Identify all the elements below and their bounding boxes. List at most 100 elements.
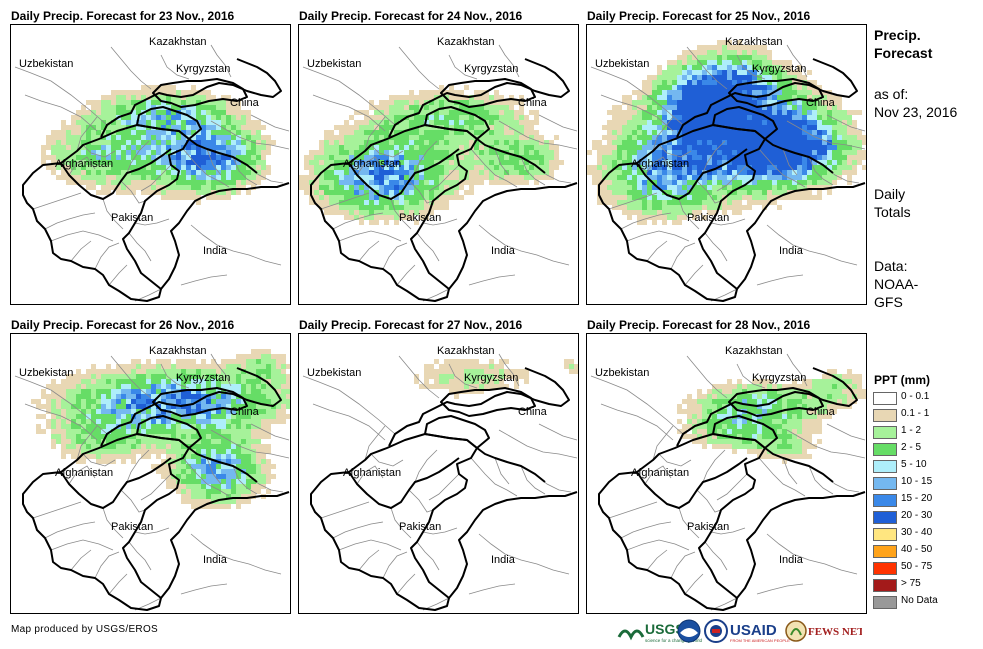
legend-label: 50 - 75 (901, 561, 933, 572)
map-label-uzbekistan: Uzbekistan (307, 58, 361, 70)
map-label-kyrgyzstan: Kyrgyzstan (464, 63, 518, 75)
legend-swatch (873, 579, 897, 592)
data-source-line3: GFS (874, 294, 903, 310)
legend-label: 1 - 2 (901, 425, 922, 436)
map-panel-3: Kazakhstan Uzbekistan Kyrgyzstan China Afgha… (586, 24, 867, 305)
legend-label: 2 - 5 (901, 442, 922, 453)
map-label-pakistan: Pakistan (399, 212, 441, 224)
map-label-kyrgyzstan: Kyrgyzstan (464, 372, 518, 384)
map-label-kyrgyzstan: Kyrgyzstan (176, 372, 230, 384)
map-label-afghanistan: Afghanistan (55, 467, 113, 479)
map-label-china: China (230, 97, 260, 109)
data-source-line2: NOAA- (874, 276, 919, 292)
panel-title-6: Daily Precip. Forecast for 28 Nov., 2016 (587, 318, 811, 332)
map-label-india: India (203, 554, 228, 566)
admin-boundaries (14, 44, 290, 302)
map-panel-4: Kazakhstan Uzbekistan Kyrgyzstan China Afgha… (10, 333, 291, 614)
map-label-afghanistan: Afghanistan (631, 158, 689, 170)
legend-swatch (873, 545, 897, 558)
map-panel-6: Kazakhstan Uzbekistan Kyrgyzstan China Afgha… (586, 333, 867, 614)
precip-field (587, 40, 866, 225)
map-label-afghanistan: Afghanistan (343, 158, 401, 170)
legend-label: 20 - 30 (901, 510, 933, 521)
map-label-pakistan: Pakistan (111, 212, 153, 224)
map-label-kyrgyzstan: Kyrgyzstan (752, 63, 806, 75)
usaid-logo: USAID FROM THE AMERICAN PEOPLE (730, 622, 790, 643)
precip-field (299, 85, 564, 225)
map-panel-5: Kazakhstan Uzbekistan Kyrgyzstan China Afgha… (298, 333, 579, 614)
map-label-pakistan: Pakistan (399, 521, 441, 533)
legend-label: 10 - 15 (901, 476, 933, 487)
usaid-tagline: FROM THE AMERICAN PEOPLE (730, 638, 790, 643)
admin-boundaries (590, 44, 866, 302)
map-panel-2: Kazakhstan Uzbekistan Kyrgyzstan China Afgha… (298, 24, 579, 305)
map-label-india: India (779, 245, 804, 257)
fewsnet-logo-text: FEWS NET (808, 626, 862, 638)
legend-label: 5 - 10 (901, 459, 927, 470)
fewsnet-logo: FEWS NET (785, 620, 862, 642)
legend-label: No Data (901, 595, 938, 606)
map-label-china: China (230, 406, 260, 418)
daily-line2: Totals (874, 204, 911, 220)
country-borders (310, 367, 578, 611)
legend-swatch (873, 477, 897, 490)
admin-boundaries (302, 353, 578, 611)
map-label-uzbekistan: Uzbekistan (19, 58, 73, 70)
panel-title-1: Daily Precip. Forecast for 23 Nov., 2016 (11, 9, 235, 23)
admin-boundaries (302, 44, 578, 302)
map-label-india: India (491, 554, 516, 566)
data-source-line1: Data: (874, 258, 908, 274)
usaid-seal-logo (704, 619, 728, 643)
map-label-pakistan: Pakistan (687, 521, 729, 533)
map-label-uzbekistan: Uzbekistan (595, 58, 649, 70)
legend-swatch (873, 426, 897, 439)
map-label-india: India (779, 554, 804, 566)
map-label-china: China (806, 406, 836, 418)
map-label-kazakhstan: Kazakhstan (437, 345, 494, 357)
legend-swatch (873, 494, 897, 507)
country-borders (22, 58, 290, 302)
map-label-kyrgyzstan: Kyrgyzstan (176, 63, 230, 75)
legend-label: 0 - 0.1 (901, 391, 930, 402)
map-label-china: China (518, 97, 548, 109)
country-borders (310, 58, 578, 302)
admin-boundaries (590, 353, 866, 611)
country-borders (598, 58, 866, 302)
map-label-india: India (203, 245, 228, 257)
legend-label: > 75 (901, 578, 921, 589)
map-label-kazakhstan: Kazakhstan (149, 36, 206, 48)
legend-label: 40 - 50 (901, 544, 933, 555)
map-panel-1: Kazakhstan Uzbekistan Kyrgyzstan China Afgha… (10, 24, 291, 305)
legend-swatch (873, 511, 897, 524)
sidebar-title-line1: Precip. (874, 27, 921, 43)
country-borders (598, 367, 866, 611)
legend-swatch (873, 596, 897, 609)
agency-logos: USGS science for a changing world USAID … (617, 619, 862, 643)
legend-swatch (873, 562, 897, 575)
usaid-logo-text: USAID (730, 622, 777, 639)
noaa-logo (677, 619, 701, 643)
map-label-afghanistan: Afghanistan (631, 467, 689, 479)
panel-title-4: Daily Precip. Forecast for 26 Nov., 2016 (11, 318, 235, 332)
map-label-china: China (806, 97, 836, 109)
legend-swatch (873, 528, 897, 541)
panel-title-5: Daily Precip. Forecast for 27 Nov., 2016 (299, 318, 523, 332)
legend-label: 30 - 40 (901, 527, 933, 538)
legend-swatch (873, 460, 897, 473)
admin-boundaries (14, 353, 290, 611)
sidebar-title-line2: Forecast (874, 45, 933, 61)
map-svg: Kazakhstan Uzbekistan Kyrgyzstan China Afgha… (590, 345, 866, 611)
usgs-logo-text: USGS (645, 621, 685, 637)
map-label-afghanistan: Afghanistan (343, 467, 401, 479)
map-label-india: India (491, 245, 516, 257)
map-label-uzbekistan: Uzbekistan (595, 367, 649, 379)
panel-title-3: Daily Precip. Forecast for 25 Nov., 2016 (587, 9, 811, 23)
map-svg: Kazakhstan Uzbekistan Kyrgyzstan China Afgha… (299, 36, 578, 302)
map-svg: Kazakhstan Uzbekistan Kyrgyzstan China Afgha… (302, 345, 578, 611)
map-label-china: China (518, 406, 548, 418)
legend-swatch (873, 392, 897, 405)
map-label-uzbekistan: Uzbekistan (307, 367, 361, 379)
map-svg: Kazakhstan Uzbekistan Kyrgyzstan China Afgha… (14, 345, 290, 611)
map-svg: Kazakhstan Uzbekistan Kyrgyzstan China Afgha… (14, 36, 290, 302)
map-label-kazakhstan: Kazakhstan (725, 36, 782, 48)
